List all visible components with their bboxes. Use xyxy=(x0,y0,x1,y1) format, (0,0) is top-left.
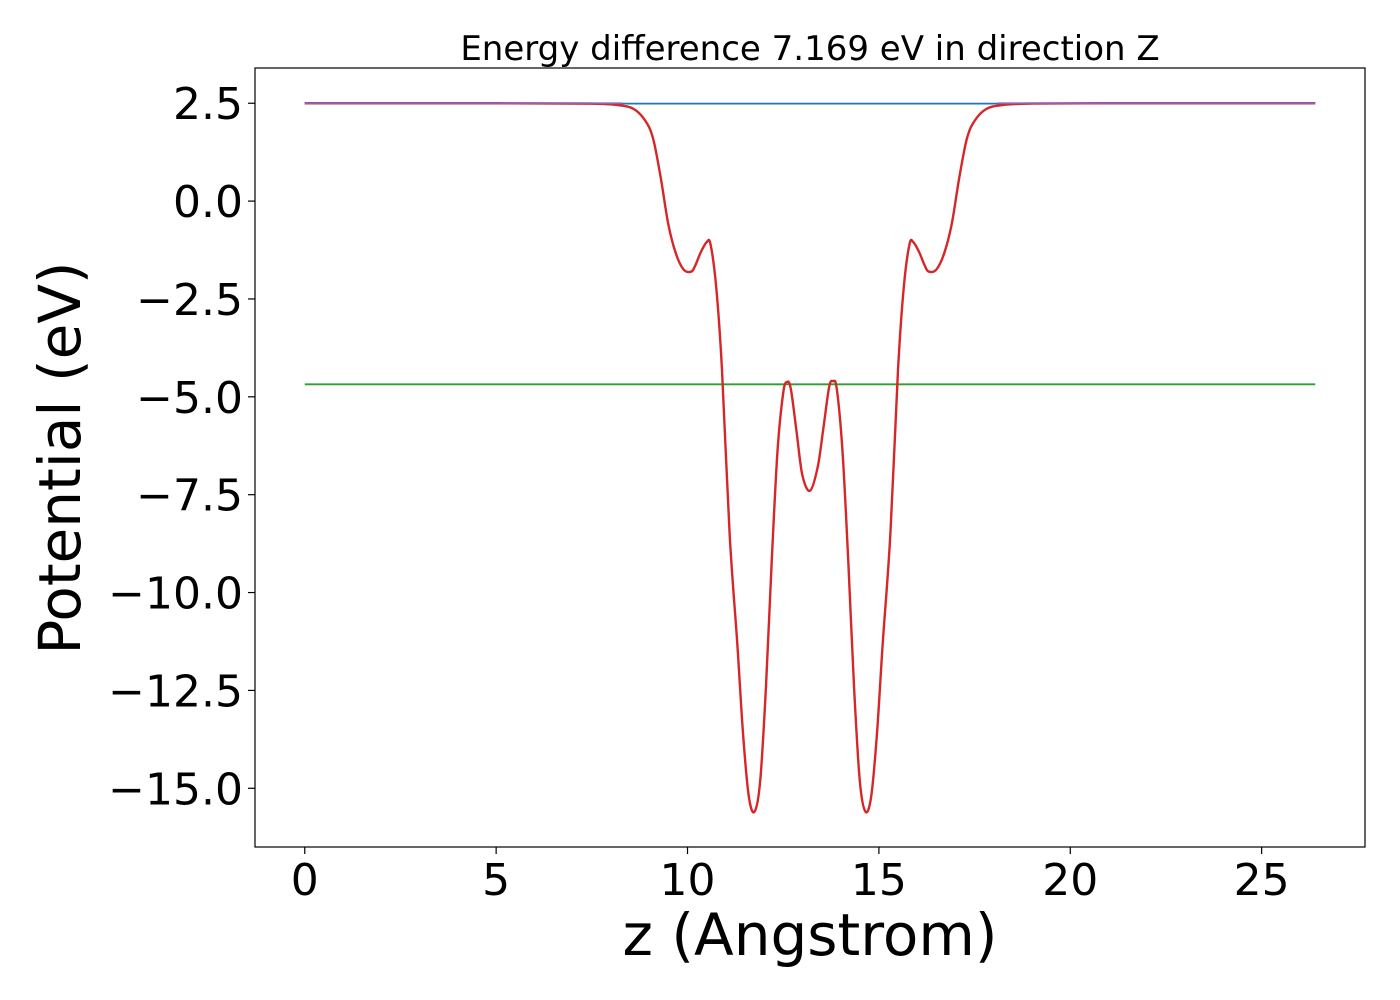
series-layer xyxy=(304,102,1316,814)
x-tick-label: 25 xyxy=(1234,855,1290,906)
series-line-2-curve xyxy=(304,102,1316,814)
x-axis-ticks: 0 5 10 15 20 25 xyxy=(291,847,1290,906)
chart-title: Energy difference 7.169 eV in direction … xyxy=(460,29,1159,69)
y-axis-ticks: 2.5 0.0 −2.5 −5.0 −7.5 −10.0 −12.5 −15.0 xyxy=(108,79,255,815)
x-tick-label: 10 xyxy=(660,855,716,906)
y-tick-label: 0.0 xyxy=(173,177,243,228)
y-tick-label: −10.0 xyxy=(108,569,243,620)
y-tick-label: −5.0 xyxy=(136,373,243,424)
y-tick-label: 2.5 xyxy=(173,79,243,130)
x-tick-label: 15 xyxy=(851,855,907,906)
y-tick-label: −12.5 xyxy=(108,666,243,717)
x-tick-label: 0 xyxy=(291,855,319,906)
x-axis-label: z (Angstrom) xyxy=(623,901,998,969)
plot-frame xyxy=(254,67,1366,848)
y-tick-label: −2.5 xyxy=(136,275,243,326)
y-tick-label: −15.0 xyxy=(108,764,243,815)
y-tick-label: −7.5 xyxy=(136,471,243,522)
x-tick-label: 20 xyxy=(1042,855,1098,906)
y-axis-label: Potential (eV) xyxy=(26,261,94,654)
x-tick-label: 5 xyxy=(482,855,510,906)
